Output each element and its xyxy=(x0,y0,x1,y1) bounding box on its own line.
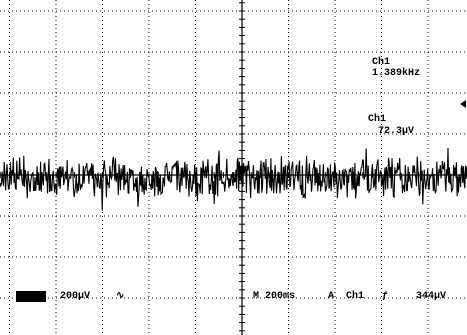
trigger-slope-icon: ƒ xyxy=(382,291,389,302)
amplitude-source-label: Ch1 xyxy=(368,114,387,125)
trigger-source: Ch1 xyxy=(346,291,365,302)
timebase-readout: M 200ms xyxy=(253,291,296,302)
amplitude-value: 72.3µV xyxy=(378,126,415,137)
trigger-level-readout: 344µV xyxy=(416,291,447,302)
trigger-level-marker-icon xyxy=(460,100,466,108)
channel1-indicator xyxy=(16,291,46,302)
frequency-value: 1.389kHz xyxy=(372,68,421,79)
frequency-source-label: Ch1 xyxy=(372,57,391,68)
channel-scale-readout: 200µV xyxy=(60,291,91,302)
signal-trace xyxy=(0,147,467,211)
trigger-mode: A xyxy=(328,291,335,302)
coupling-icon: ∿ xyxy=(116,291,125,302)
